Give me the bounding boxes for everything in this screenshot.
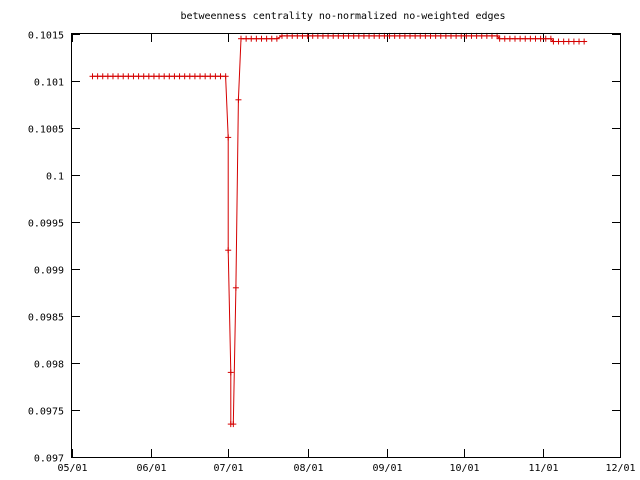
- data-point: [235, 96, 242, 103]
- data-point: [191, 73, 198, 80]
- x-tick-label: 12/01: [605, 463, 635, 474]
- data-point: [555, 38, 562, 45]
- x-tick-label: 05/01: [57, 463, 87, 474]
- data-point: [186, 73, 193, 80]
- data-point: [135, 73, 142, 80]
- series-line: [92, 35, 585, 425]
- data-point: [202, 73, 209, 80]
- data-point: [94, 73, 101, 80]
- data-point: [225, 134, 232, 141]
- data-point: [512, 35, 519, 42]
- data-point: [268, 35, 275, 42]
- y-tick-label: 0.1005: [28, 125, 64, 136]
- data-point: [156, 73, 163, 80]
- data-point: [527, 35, 534, 42]
- x-tick-label: 07/01: [213, 463, 243, 474]
- chart-title: betweenness centrality no-normalized no-…: [180, 11, 505, 22]
- data-point: [120, 73, 127, 80]
- data-point: [145, 73, 152, 80]
- data-point: [501, 35, 508, 42]
- data-point: [104, 73, 111, 80]
- data-point: [130, 73, 137, 80]
- data-point: [253, 35, 260, 42]
- data-point: [161, 73, 168, 80]
- data-point: [171, 73, 178, 80]
- y-tick-label: 0.1: [46, 172, 64, 183]
- data-point: [197, 73, 204, 80]
- data-point: [560, 38, 567, 45]
- data-point: [581, 38, 588, 45]
- y-tick-label: 0.0985: [28, 313, 64, 324]
- x-tick-label: 09/01: [372, 463, 402, 474]
- data-point: [273, 35, 280, 42]
- data-point: [99, 73, 106, 80]
- x-tick-label: 08/01: [293, 463, 323, 474]
- data-point: [517, 35, 524, 42]
- data-point: [576, 38, 583, 45]
- x-tick-label: 06/01: [136, 463, 166, 474]
- data-point: [166, 73, 173, 80]
- data-point: [115, 73, 122, 80]
- y-tick-label: 0.101: [34, 78, 64, 89]
- data-point: [230, 421, 237, 428]
- y-tick-label: 0.0995: [28, 219, 64, 230]
- data-point: [565, 38, 572, 45]
- data-point: [243, 35, 250, 42]
- data-point: [238, 35, 245, 42]
- data-point: [150, 73, 157, 80]
- data-point: [248, 35, 255, 42]
- data-point: [570, 38, 577, 45]
- data-point: [181, 73, 188, 80]
- data-point: [547, 35, 554, 42]
- data-point: [537, 35, 544, 42]
- x-tick-label: 10/01: [449, 463, 479, 474]
- data-point: [227, 369, 234, 376]
- data-point: [258, 35, 265, 42]
- data-point: [542, 35, 549, 42]
- series-layer: [89, 32, 588, 428]
- data-point: [207, 73, 214, 80]
- data-point: [89, 73, 96, 80]
- y-tick-label: 0.0975: [28, 407, 64, 418]
- axis-ticks: 0.097 0.0975 0.098 0.0985 0.099 0.0995 0.1 0.10…: [28, 31, 636, 475]
- data-point: [506, 35, 513, 42]
- data-point: [140, 73, 147, 80]
- y-tick-label: 0.099: [34, 266, 64, 277]
- data-point: [496, 35, 503, 42]
- data-point: [217, 73, 224, 80]
- data-point: [263, 35, 270, 42]
- data-point: [125, 73, 132, 80]
- y-tick-label: 0.098: [34, 360, 64, 371]
- data-point: [212, 73, 219, 80]
- data-point: [232, 284, 239, 291]
- y-tick-label: 0.1015: [28, 31, 64, 42]
- plot-frame: [71, 33, 621, 458]
- data-point: [222, 73, 229, 80]
- data-point: [532, 35, 539, 42]
- y-tick-label: 0.097: [34, 454, 64, 465]
- data-point: [522, 35, 529, 42]
- data-point: [225, 247, 232, 254]
- data-point: [176, 73, 183, 80]
- data-point: [109, 73, 116, 80]
- x-tick-label: 11/01: [528, 463, 558, 474]
- data-point: [550, 38, 557, 45]
